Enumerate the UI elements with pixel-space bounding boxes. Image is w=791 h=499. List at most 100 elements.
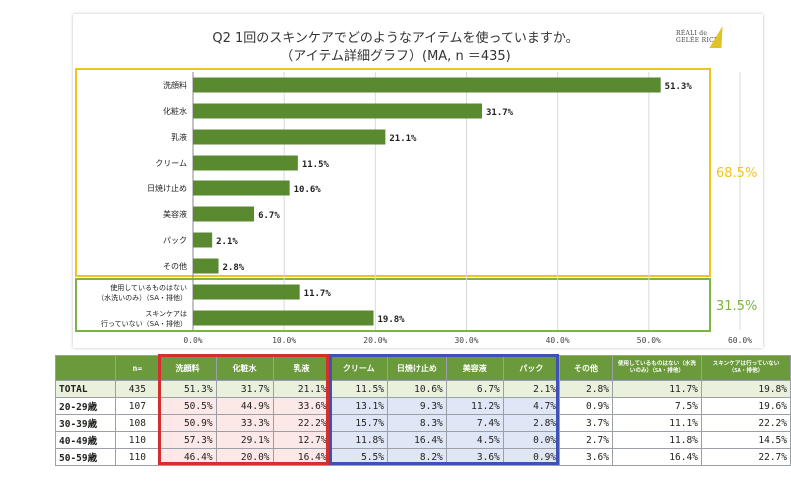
row-label: TOTAL [54,380,117,398]
bar [193,206,255,222]
table-cell: 14.5% [700,431,791,449]
table-header-row: n= 洗顔料 化粧水 乳液 クリーム 日焼け止め 美容液 パック その他 使用しているものはない（… [54,355,791,381]
table-cell: 33.6% [272,397,331,415]
bar-value-label: 2.1% [216,237,238,247]
table-cell: 2.1% [502,380,561,398]
table-cell: 11.8% [611,431,702,449]
table-cell: 15.7% [329,414,389,432]
table-cell: 8.3% [387,414,447,432]
table-cell: 7.5% [611,397,702,415]
table-header-cell [54,355,117,381]
category-label: 洗顔料 [163,80,187,90]
data-table-wrap: n= 洗顔料 化粧水 乳液 クリーム 日焼け止め 美容液 パック その他 使用しているものはない（… [54,354,791,466]
category-label: クリーム [155,159,187,168]
bar [193,232,213,248]
table-header-cell: 洗顔料 [158,355,217,381]
category-label: その他 [163,261,187,271]
table-cell: 21.1% [272,380,331,398]
table-cell: 57.3% [158,431,217,449]
category-label: 乳液 [171,132,187,142]
table-cell: 11.2% [445,397,504,415]
table-header-cell: 美容液 [445,355,504,381]
table-cell: 9.3% [387,397,447,415]
table-cell: 2.7% [559,431,613,449]
table-cell: 2.8% [502,414,561,432]
brand-logo: RÉALI de GELÉE RICH [676,30,720,44]
table-cell: 50.5% [158,397,217,415]
table-cell: 29.1% [215,431,274,449]
bar [193,129,386,145]
table-header-cell: その他 [559,355,613,381]
x-tick-label: 10.0% [272,336,296,345]
table-cell: 7.4% [445,414,504,432]
table-row: 20-29歳 107 50.5% 44.9% 33.6% 13.1% 9.3% 11.2% 4.… [54,397,791,415]
category-label: 美容液 [163,209,187,219]
table-header-cell: n= [115,355,160,381]
table-cell: 11.8% [329,431,389,449]
category-label: 使用しているものはない [110,283,187,292]
table-cell: 31.7% [215,380,274,398]
table-header-cell: 日焼け止め [387,355,447,381]
data-table: n= 洗顔料 化粧水 乳液 クリーム 日焼け止め 美容液 パック その他 使用しているものはない（… [54,355,791,466]
row-n: 435 [115,380,160,398]
bar [193,310,374,326]
table-cell: 10.6% [387,380,447,398]
bar-value-label: 11.7% [304,289,332,299]
category-label: 日焼け止め [147,183,187,193]
table-cell: 22.7% [700,448,791,466]
table-cell: 22.2% [700,414,791,432]
bar-value-label: 10.6% [294,185,322,195]
chart-title-line2: （アイテム詳細グラフ）(MA, n ＝435) [280,49,511,64]
x-tick-label: 60.0% [728,336,752,345]
x-tick-label: 0.0% [183,336,202,345]
bar-value-label: 21.1% [389,134,417,144]
row-n: 107 [115,397,160,415]
table-cell: 5.5% [329,448,389,466]
table-cell: 16.4% [611,448,702,466]
table-cell: 11.5% [329,380,389,398]
table-cell: 50.9% [158,414,217,432]
group-total-label: 31.5% [716,299,757,314]
bar-value-label: 51.3% [665,82,693,92]
table-cell: 13.1% [329,397,389,415]
table-row: 50-59歳 110 46.4% 20.0% 16.4% 5.5% 8.2% 3.6% 0.9%… [54,448,791,466]
row-n: 110 [115,431,160,449]
table-cell: 11.7% [611,380,702,398]
table-cell: 20.0% [215,448,274,466]
bar-chart: 0.0% 10.0% 20.0% 30.0% 40.0% 50.0% 60.0% 51.3% 洗… [75,68,757,345]
table-cell: 0.9% [502,448,561,466]
table-cell: 2.8% [559,380,613,398]
table-header-cell: 乳液 [272,355,331,381]
bar-value-label: 2.8% [223,263,245,273]
table-cell: 51.3% [158,380,217,398]
table-header-cell: 使用しているものはない（水洗いのみ）（SA・排他） [611,355,702,381]
row-label: 30-39歳 [54,414,117,432]
table-cell: 0.0% [502,431,561,449]
table-cell: 33.3% [215,414,274,432]
bar-value-label: 6.7% [258,211,280,221]
category-label: パック [163,236,187,245]
table-header-cell: クリーム [329,355,389,381]
bar [193,284,300,300]
x-tick-label: 40.0% [546,336,570,345]
table-cell: 12.7% [272,431,331,449]
table-cell: 46.4% [158,448,217,466]
category-label: 行っていない（SA・排他） [101,319,187,328]
category-label: （水洗いのみ）（SA・排他） [97,293,187,302]
chart-title-line1: Q2 1回のスキンケアでどのようなアイテムを使っていますか。 [212,31,579,46]
row-label: 40-49歳 [54,431,117,449]
table-cell: 3.6% [559,448,613,466]
table-cell: 44.9% [215,397,274,415]
table-cell: 16.4% [272,448,331,466]
table-cell: 3.6% [445,448,504,466]
table-cell: 11.1% [611,414,702,432]
bar [193,258,219,274]
table-cell: 0.9% [559,397,613,415]
category-label: スキンケアは [145,310,187,318]
bar-value-label: 19.8% [378,315,406,325]
bar [193,103,482,119]
x-tick-label: 30.0% [454,336,478,345]
group-box-exclusive [75,278,711,332]
table-header-cell: スキンケアは行っていない（SA・排他） [700,355,791,381]
bar [193,77,661,93]
